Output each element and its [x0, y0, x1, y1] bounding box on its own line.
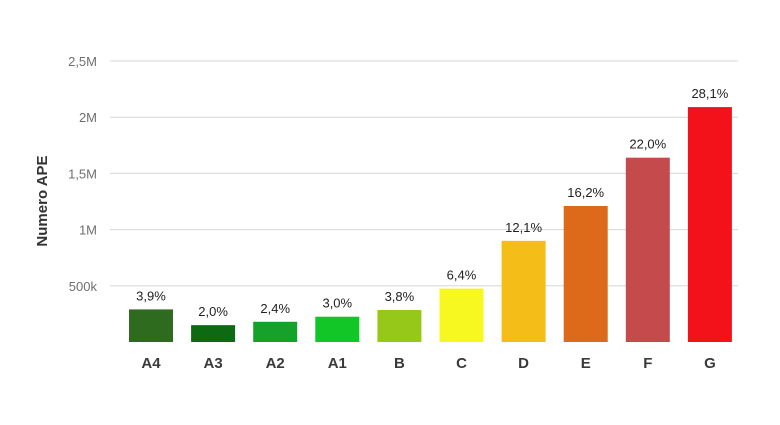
- x-axis-categories: A4 A3 A2 A1 B C D E F G: [141, 355, 715, 372]
- data-label: 2,0%: [198, 304, 228, 319]
- x-category-label: A2: [266, 355, 285, 372]
- y-tick-label: 2M: [79, 110, 97, 125]
- bars: [129, 107, 732, 342]
- bar-c: [439, 288, 484, 342]
- x-category-label: A1: [328, 355, 347, 372]
- x-category-label: F: [643, 355, 652, 372]
- y-axis-ticks: 500k 1M 1,5M 2M 2,5M: [68, 54, 97, 294]
- y-axis-title: Numero APE: [34, 155, 51, 246]
- x-category-label: A4: [141, 355, 161, 372]
- bar-a1: [315, 316, 360, 342]
- data-labels: 3,9% 2,0% 2,4% 3,0% 3,8% 6,4% 12,1% 16,2% 22,0% 2…: [136, 86, 729, 319]
- data-label: 2,4%: [260, 301, 290, 316]
- y-tick-label: 500k: [69, 279, 98, 294]
- data-label: 28,1%: [691, 86, 728, 101]
- bar-a4: [129, 309, 173, 342]
- y-tick-label: 1,5M: [68, 166, 97, 181]
- x-category-label: C: [456, 355, 467, 372]
- bar-e: [563, 205, 608, 342]
- x-category-label: E: [581, 355, 591, 372]
- data-label: 3,9%: [136, 288, 166, 303]
- x-category-label: B: [394, 355, 405, 372]
- data-label: 6,4%: [447, 268, 477, 283]
- data-label: 16,2%: [567, 185, 604, 200]
- y-tick-label: 2,5M: [68, 54, 97, 69]
- data-label: 3,0%: [322, 296, 352, 311]
- bar-g: [687, 107, 732, 342]
- bar-a2: [253, 321, 298, 342]
- x-category-label: G: [704, 355, 716, 372]
- x-category-label: D: [518, 355, 529, 372]
- data-label: 3,8%: [385, 289, 415, 304]
- bar-b: [377, 309, 422, 342]
- data-label: 12,1%: [505, 220, 542, 235]
- y-tick-label: 1M: [79, 223, 97, 238]
- bar-f: [625, 157, 670, 342]
- data-label: 22,0%: [629, 137, 666, 152]
- x-category-label: A3: [204, 355, 223, 372]
- bar-d: [501, 240, 546, 342]
- bar-a3: [191, 325, 236, 342]
